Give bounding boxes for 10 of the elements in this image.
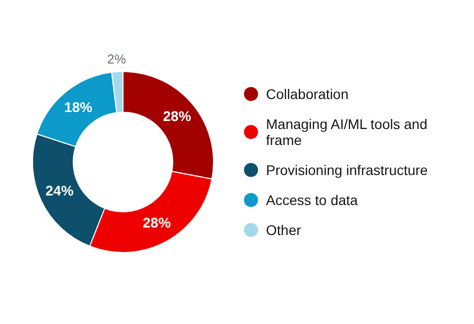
legend-label: Managing AI/ML tools and frame — [266, 116, 428, 148]
legend-label: Collaboration — [266, 86, 348, 102]
data-label: 24% — [46, 182, 74, 199]
data-label: 28% — [163, 108, 192, 124]
legend-label: Provisioning infrastructure — [266, 162, 428, 178]
data-label: 18% — [64, 98, 93, 115]
legend-label: Other — [266, 222, 302, 238]
data-label: 2% — [107, 51, 126, 66]
legend-label: Access to data — [266, 192, 358, 208]
data-label: 28% — [142, 214, 172, 230]
